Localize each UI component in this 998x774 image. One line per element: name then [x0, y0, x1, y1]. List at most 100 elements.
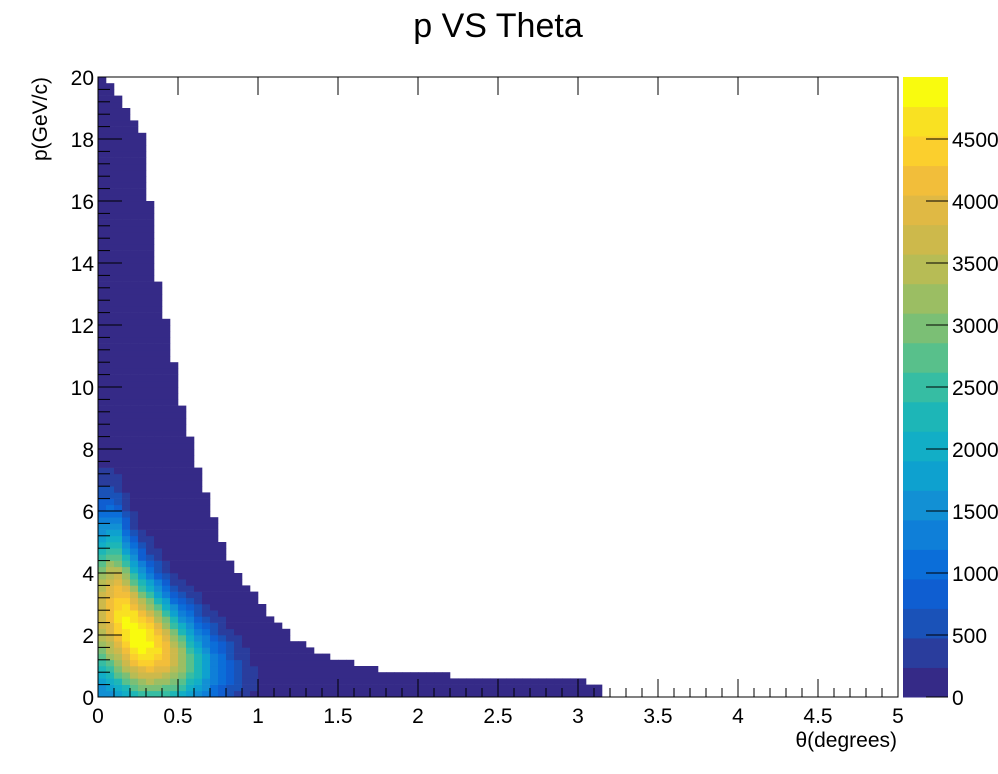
heatmap-cell	[146, 213, 155, 220]
heatmap-cell	[178, 467, 187, 475]
heatmap-cell	[450, 684, 459, 692]
heatmap-cell	[274, 641, 283, 648]
heatmap-cell	[586, 690, 595, 698]
heatmap-cell	[130, 424, 139, 431]
heatmap-cell	[106, 362, 115, 369]
heatmap-cell	[178, 690, 187, 698]
heatmap-cell	[514, 690, 523, 698]
heatmap-cell	[114, 436, 123, 444]
heatmap-cell	[146, 517, 155, 524]
heatmap-cell	[178, 436, 187, 444]
heatmap-cell	[234, 610, 243, 617]
heatmap-cell	[154, 337, 163, 344]
heatmap-cell	[114, 442, 123, 450]
heatmap-cell	[378, 690, 387, 698]
heatmap-cell	[106, 263, 115, 270]
heatmap-cell	[298, 653, 307, 661]
heatmap-cell	[122, 225, 131, 233]
heatmap-cell	[130, 492, 139, 499]
heatmap-cell	[154, 473, 163, 481]
heatmap-cell	[114, 542, 123, 549]
heatmap-cell	[162, 566, 171, 574]
heatmap-cell	[114, 411, 123, 419]
heatmap-cell	[154, 281, 163, 289]
heatmap-cell	[242, 597, 251, 605]
heatmap-cell	[146, 436, 155, 444]
colorbar-band	[903, 106, 948, 137]
x-tick-label: 1.5	[323, 705, 352, 728]
heatmap-cell	[194, 647, 203, 654]
heatmap-cell	[210, 647, 219, 654]
heatmap-cell	[194, 542, 203, 549]
heatmap-cell	[594, 690, 603, 698]
heatmap-cell	[98, 678, 107, 685]
heatmap-cell	[138, 517, 147, 524]
heatmap-cell	[122, 170, 131, 177]
heatmap-cell	[130, 300, 139, 307]
heatmap-cell	[186, 579, 195, 586]
heatmap-cell	[106, 690, 115, 698]
heatmap-cell	[466, 684, 475, 692]
heatmap-cell	[162, 604, 171, 611]
heatmap-cell	[154, 455, 163, 462]
heatmap-cell	[154, 659, 163, 667]
heatmap-cell	[138, 263, 147, 270]
heatmap-cell	[130, 405, 139, 413]
heatmap-cell	[226, 622, 235, 630]
heatmap-cell	[154, 616, 163, 623]
heatmap-cell	[130, 616, 139, 623]
heatmap-cell	[122, 455, 131, 462]
heatmap-cell	[162, 461, 171, 468]
heatmap-cell	[138, 269, 147, 276]
heatmap-cell	[138, 604, 147, 611]
heatmap-cell	[154, 622, 163, 630]
heatmap-cell	[138, 325, 147, 332]
heatmap-cell	[154, 511, 163, 518]
heatmap-cell	[114, 368, 123, 375]
heatmap-cell	[242, 678, 251, 685]
heatmap-cell	[170, 678, 179, 685]
heatmap-cell	[178, 678, 187, 685]
heatmap-cell	[114, 672, 123, 679]
heatmap-cell	[106, 473, 115, 481]
heatmap-cell	[162, 380, 171, 388]
heatmap-cell	[202, 684, 211, 692]
heatmap-cell	[170, 393, 179, 400]
heatmap-cell	[146, 362, 155, 369]
heatmap-cell	[146, 306, 155, 313]
heatmap-cell	[306, 647, 315, 654]
heatmap-cell	[250, 622, 259, 630]
heatmap-cell	[130, 294, 139, 301]
heatmap-cell	[114, 659, 123, 667]
heatmap-cell	[122, 405, 131, 413]
heatmap-cell	[146, 641, 155, 648]
heatmap-cell	[306, 666, 315, 673]
heatmap-cell	[122, 213, 131, 220]
heatmap-cell	[402, 672, 411, 679]
heatmap-cell	[154, 566, 163, 574]
heatmap-cell	[194, 591, 203, 599]
heatmap-cell	[178, 455, 187, 462]
heatmap-cell	[410, 690, 419, 698]
heatmap-cell	[146, 331, 155, 338]
heatmap-cell	[106, 424, 115, 431]
heatmap-cell	[194, 672, 203, 679]
heatmap-cell	[146, 591, 155, 599]
heatmap-cell	[186, 628, 195, 636]
heatmap-cell	[146, 442, 155, 450]
heatmap-cell	[106, 101, 115, 109]
colorbar-band	[903, 637, 948, 668]
heatmap-cell	[258, 622, 267, 630]
heatmap-cell	[122, 480, 131, 487]
heatmap-cell	[250, 684, 259, 692]
heatmap-cell	[98, 207, 107, 214]
heatmap-cell	[498, 678, 507, 685]
heatmap-cell	[138, 628, 147, 636]
heatmap-cell	[122, 275, 131, 282]
heatmap-cell	[122, 176, 131, 183]
heatmap-cell	[202, 659, 211, 667]
heatmap-cell	[210, 659, 219, 667]
heatmap-cell	[154, 480, 163, 487]
heatmap-cell	[138, 473, 147, 481]
heatmap-cell	[266, 659, 275, 667]
